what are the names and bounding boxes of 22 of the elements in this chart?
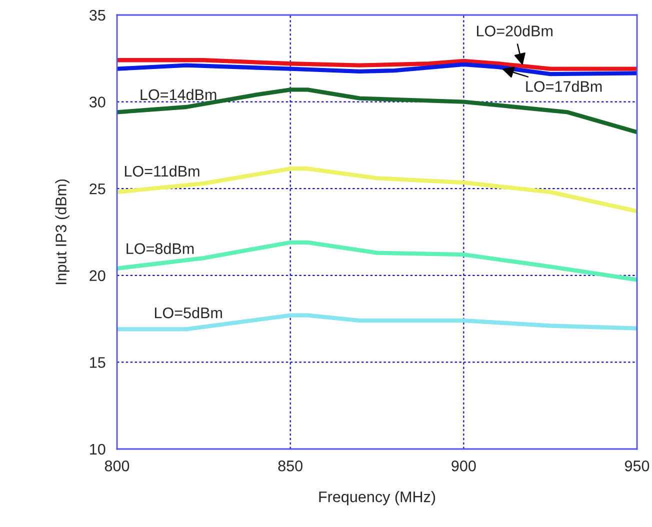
y-tick-label: 20 [90,270,106,282]
y-tick-label: 10 [90,444,106,455]
y-tick-label: 30 [89,96,106,108]
annotation: LO=17dBm [526,80,602,92]
x-tick-label: 800 [104,460,130,472]
x-tick-label: 850 [278,460,302,472]
line-series [117,166,637,214]
annotation: LO=5dBm [154,307,222,318]
annotation: LO=14dBm [140,88,216,100]
annotation: LO=11dBm [124,165,200,177]
x-axis-title: Frequency (MHz) [319,491,436,506]
y-axis-title: Input IP3 (dBm) [55,179,70,284]
line-series [117,62,637,76]
y-tick-label: 25 [90,183,106,194]
line-series [117,58,637,71]
y-tick-label: 35 [89,10,106,21]
annotation: LO=8dBm [126,242,194,254]
annotation: LO=20dBm [477,25,552,36]
x-tick-label: 900 [452,460,476,472]
y-tick-label: 15 [90,357,106,368]
line-series [117,240,637,282]
x-tick-label: 950 [624,460,650,472]
